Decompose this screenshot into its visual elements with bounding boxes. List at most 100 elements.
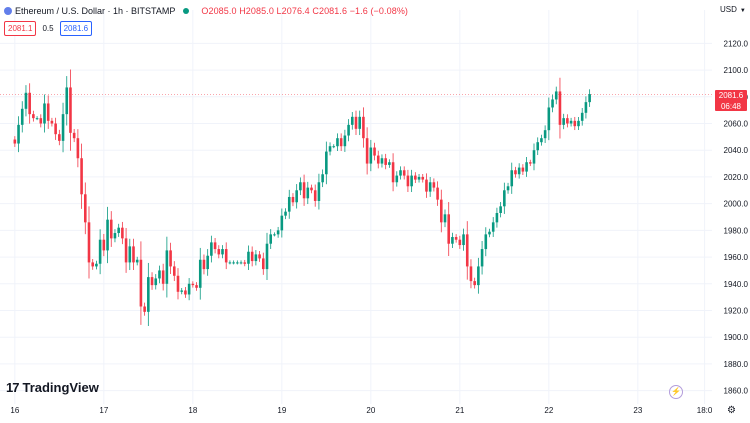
candle-body (362, 116, 365, 139)
candle-body (454, 237, 458, 240)
buy-button[interactable]: 2081.6 (59, 21, 93, 36)
candle-body (473, 281, 476, 286)
y-tick-label: 1860.0 (724, 387, 749, 396)
candle-body (276, 230, 280, 235)
candle-body (447, 214, 451, 244)
candle-body (347, 124, 350, 136)
candle-body (287, 196, 291, 212)
time-axis[interactable]: 16 17 18 19 20 21 22 23 18:0 (10, 406, 713, 415)
candle-body (169, 250, 172, 267)
tradingview-logo[interactable]: 17 TradingView (6, 380, 99, 395)
candle (139, 241, 143, 325)
candle (239, 260, 243, 265)
candle-body (573, 120, 577, 127)
candle-body (243, 262, 247, 264)
candle (480, 240, 484, 275)
candle-body (421, 176, 425, 180)
candle-body (291, 196, 295, 203)
y-tick-label: 2100.0 (724, 66, 749, 75)
spread-value: 0.5 (42, 24, 54, 33)
candle-body (109, 219, 113, 239)
y-tick-label: 2020.0 (724, 173, 749, 182)
y-tick-label: 2060.0 (724, 120, 749, 129)
candle (499, 201, 502, 218)
x-tick-label: 21 (455, 406, 464, 415)
x-tick-label: 19 (277, 406, 286, 415)
currency-selector[interactable]: USD ▼ (720, 5, 746, 14)
candle (354, 110, 358, 136)
candle (50, 117, 54, 127)
sell-button[interactable]: 2081.1 (4, 21, 37, 36)
symbol-title[interactable]: Ethereum / U.S. Dollar · 1h · BITSTAMP (15, 6, 176, 16)
candle (588, 89, 591, 107)
candle-body (135, 259, 139, 263)
candle (121, 221, 124, 245)
candle-body (469, 266, 473, 282)
candle (554, 86, 558, 105)
candle (13, 136, 17, 147)
candle (469, 259, 473, 289)
candle (373, 142, 376, 161)
candle-body (113, 233, 117, 239)
candle-body (451, 237, 454, 244)
candle (339, 133, 343, 152)
candle-body (154, 278, 158, 286)
candle (195, 282, 198, 291)
candle (106, 206, 109, 264)
candle-body (191, 283, 195, 286)
candle-body (232, 262, 235, 264)
candle-body (350, 116, 354, 125)
candle-body (510, 170, 514, 187)
candle-body (299, 182, 302, 191)
candle (436, 181, 439, 206)
candle (384, 153, 387, 170)
candle-body (24, 92, 28, 109)
candle (325, 141, 328, 185)
candle-body (187, 283, 191, 295)
candle-body (503, 190, 506, 207)
trade-buttons: 2081.1 0.5 2081.6 (4, 21, 93, 36)
lightning-icon[interactable]: ⚡ (669, 385, 683, 399)
candle (80, 143, 83, 209)
candle (447, 202, 451, 257)
candle (276, 226, 280, 238)
chart-legend[interactable]: Ethereum / U.S. Dollar · 1h · BITSTAMP O… (4, 4, 408, 18)
candle (425, 173, 428, 198)
candle-body (365, 138, 369, 164)
candle (61, 102, 65, 153)
candle-body (72, 132, 76, 139)
candle (451, 232, 454, 249)
candle (184, 287, 187, 298)
candle (347, 119, 350, 142)
candle-body (428, 182, 432, 192)
candle (113, 229, 117, 243)
candle-body (302, 182, 306, 199)
y-tick-label: 2120.0 (724, 39, 749, 48)
candle-body (458, 239, 462, 246)
last-price-label: 2081.6 06:48 (715, 90, 747, 111)
candle (261, 252, 265, 275)
candle-body (121, 227, 124, 239)
candle (484, 227, 488, 257)
candle-body (484, 234, 488, 250)
candle-body (28, 92, 31, 115)
candle (295, 184, 298, 209)
y-tick-label: 2000.0 (724, 200, 749, 209)
x-tick-label: 22 (544, 406, 553, 415)
candle (358, 110, 362, 136)
candle (83, 182, 87, 235)
candle (495, 207, 499, 228)
candle-body (336, 138, 339, 147)
candle (506, 182, 510, 194)
gear-icon[interactable]: ⚙ (727, 405, 736, 416)
candle (20, 101, 24, 133)
candle (302, 174, 306, 206)
candle (128, 238, 132, 271)
candle-body (69, 87, 72, 133)
candle (510, 162, 514, 194)
last-price-value: 2081.6 (718, 91, 744, 100)
candle-body (566, 118, 569, 124)
candle-body (83, 194, 87, 223)
candle-body (373, 147, 376, 156)
